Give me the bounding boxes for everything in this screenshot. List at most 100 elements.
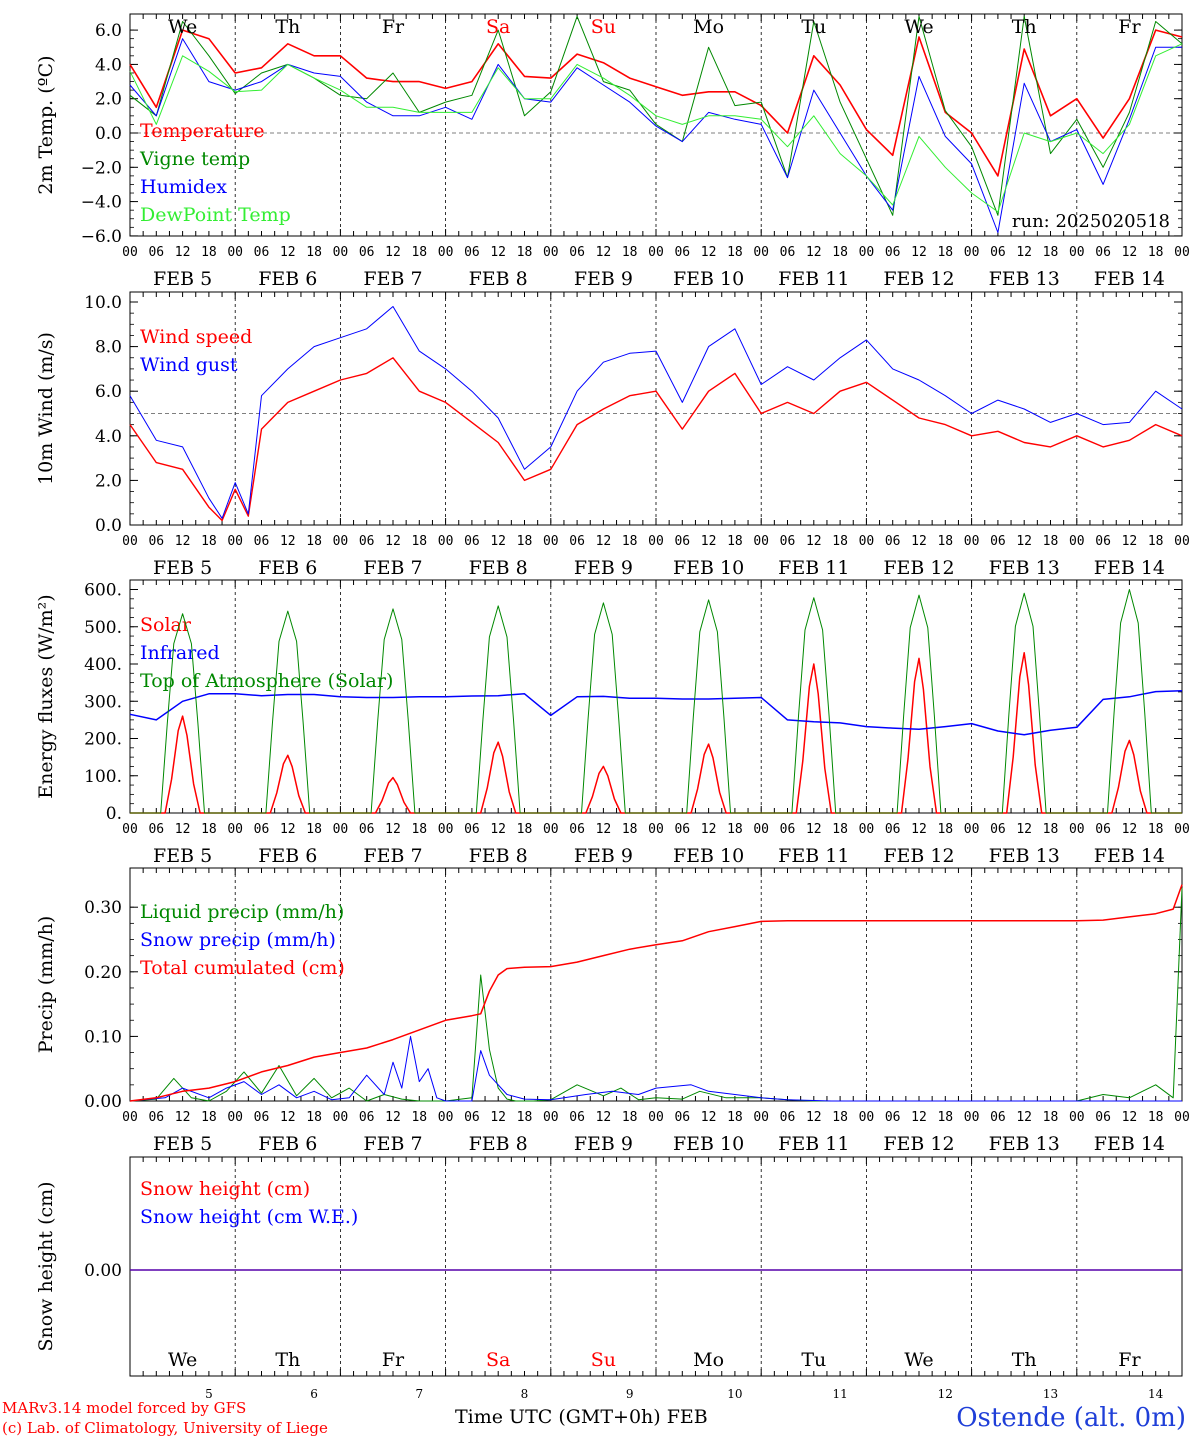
x-hour-label: 18 [517,822,533,837]
y-axis-label: Snow height (cm) [35,1181,57,1351]
x-hour-label: 18 [937,534,953,549]
x-hour-label: 00 [1069,245,1085,260]
x-hour-label: 12 [806,1110,822,1125]
x-date-label: FEB 6 [258,268,317,290]
x-hour-label: 18 [727,1110,743,1125]
x-hour-label: 00 [859,1110,875,1125]
x-date-label: FEB 11 [778,557,849,579]
x-hour-label: 18 [411,822,427,837]
x-hour-label: 00 [859,245,875,260]
legend-entry: Infrared [140,642,220,664]
weekday-label: Fr [382,16,405,38]
x-hour-label: 18 [201,534,217,549]
x-hour-label: 06 [254,534,270,549]
day-number-label: 9 [626,1387,634,1401]
series-line-temperature [129,29,1183,177]
x-date-label: FEB 12 [883,1133,954,1155]
x-hour-label: 12 [701,534,717,549]
x-hour-label: 12 [911,534,927,549]
x-hour-label: 12 [1122,1110,1138,1125]
weekday-label: We [168,16,197,38]
x-date-label: FEB 9 [574,557,633,579]
x-hour-label: 06 [674,1110,690,1125]
x-hour-label: 06 [464,245,480,260]
series-line-wind-gust [129,306,1183,519]
x-hour-label: 00 [1069,534,1085,549]
y-tick-label: 6.0 [95,21,122,41]
x-hour-label: 12 [1016,534,1032,549]
y-tick-label: 0.10 [84,1027,122,1047]
y-tick-label: 0.20 [84,963,122,983]
x-hour-label: 06 [990,245,1006,260]
x-hour-label: 18 [1043,822,1059,837]
legend-entry: Snow precip (mm/h) [140,929,336,951]
x-hour-label: 18 [832,534,848,549]
x-hour-label: 00 [227,1110,243,1125]
x-hour-label: 00 [543,822,559,837]
x-hour-label: 18 [622,822,638,837]
x-hour-label: 00 [333,822,349,837]
legend-entry: Top of Atmosphere (Solar) [140,670,393,692]
x-hour-label: 06 [254,1110,270,1125]
legend-entry: Snow height (cm W.E.) [140,1206,358,1228]
legend-entry: Vigne temp [139,148,250,170]
x-hour-label: 12 [596,534,612,549]
x-hour-label: 18 [727,822,743,837]
day-number-label: 7 [415,1387,423,1401]
x-hour-label: 18 [411,534,427,549]
x-hour-label: 12 [596,245,612,260]
x-date-label: FEB 9 [574,845,633,867]
x-hour-label: 06 [990,534,1006,549]
day-number-label: 6 [310,1387,318,1401]
x-hour-label: 00 [227,534,243,549]
x-date-label: FEB 9 [574,1133,633,1155]
y-tick-label: 600. [84,581,122,601]
panel-4: 0.30 0.20 0.10 0.00 Precip (mm/h) 00 06 12 18 FEB… [35,867,1190,1155]
x-hour-label: 00 [648,245,664,260]
weekday-label: Mo [693,16,724,38]
x-hour-label: 18 [1148,1110,1164,1125]
x-hour-label: 18 [622,534,638,549]
y-tick-label: 300. [84,692,122,712]
x-hour-label: 12 [1016,822,1032,837]
x-date-label: FEB 11 [778,845,849,867]
x-hour-label: 18 [411,245,427,260]
model-credit: MARv3.14 model forced by GFS [2,1399,247,1417]
x-hour-label: 18 [622,1110,638,1125]
x-date-label: FEB 8 [469,557,528,579]
x-hour-label: 06 [885,822,901,837]
weekday-label: Th [275,16,300,38]
x-hour-label: 12 [596,1110,612,1125]
x-hour-label: 00 [122,245,138,260]
x-date-label: FEB 8 [469,268,528,290]
x-hour-label: 06 [464,1110,480,1125]
x-hour-label: 06 [569,245,585,260]
weekday-label-bottom: Th [275,1349,300,1371]
x-hour-label: 00 [648,534,664,549]
y-tick-label: 0.00 [84,1261,122,1281]
x-hour-label: 00 [1174,1110,1190,1125]
x-date-label: FEB 6 [258,1133,317,1155]
x-hour-label: 00 [753,1110,769,1125]
x-hour-label: 18 [1043,1110,1059,1125]
x-hour-label: 00 [543,534,559,549]
x-hour-label: 12 [490,1110,506,1125]
x-hour-label: 06 [1095,534,1111,549]
x-hour-label: 00 [859,822,875,837]
x-hour-label: 00 [438,245,454,260]
lab-credit: (c) Lab. of Climatology, University of L… [2,1419,328,1437]
x-hour-label: 06 [885,245,901,260]
weekday-label: Fr [1118,16,1141,38]
x-hour-label: 18 [1148,245,1164,260]
day-number-label: 14 [1148,1387,1164,1401]
x-hour-label: 06 [254,245,270,260]
weekday-label-bottom: Mo [693,1349,724,1371]
x-hour-label: 06 [780,1110,796,1125]
legend-entry: Snow height (cm) [140,1178,310,1200]
x-date-label: FEB 13 [989,268,1060,290]
x-date-label: FEB 6 [258,557,317,579]
x-hour-label: 18 [411,1110,427,1125]
x-hour-label: 00 [753,534,769,549]
x-hour-label: 00 [543,1110,559,1125]
